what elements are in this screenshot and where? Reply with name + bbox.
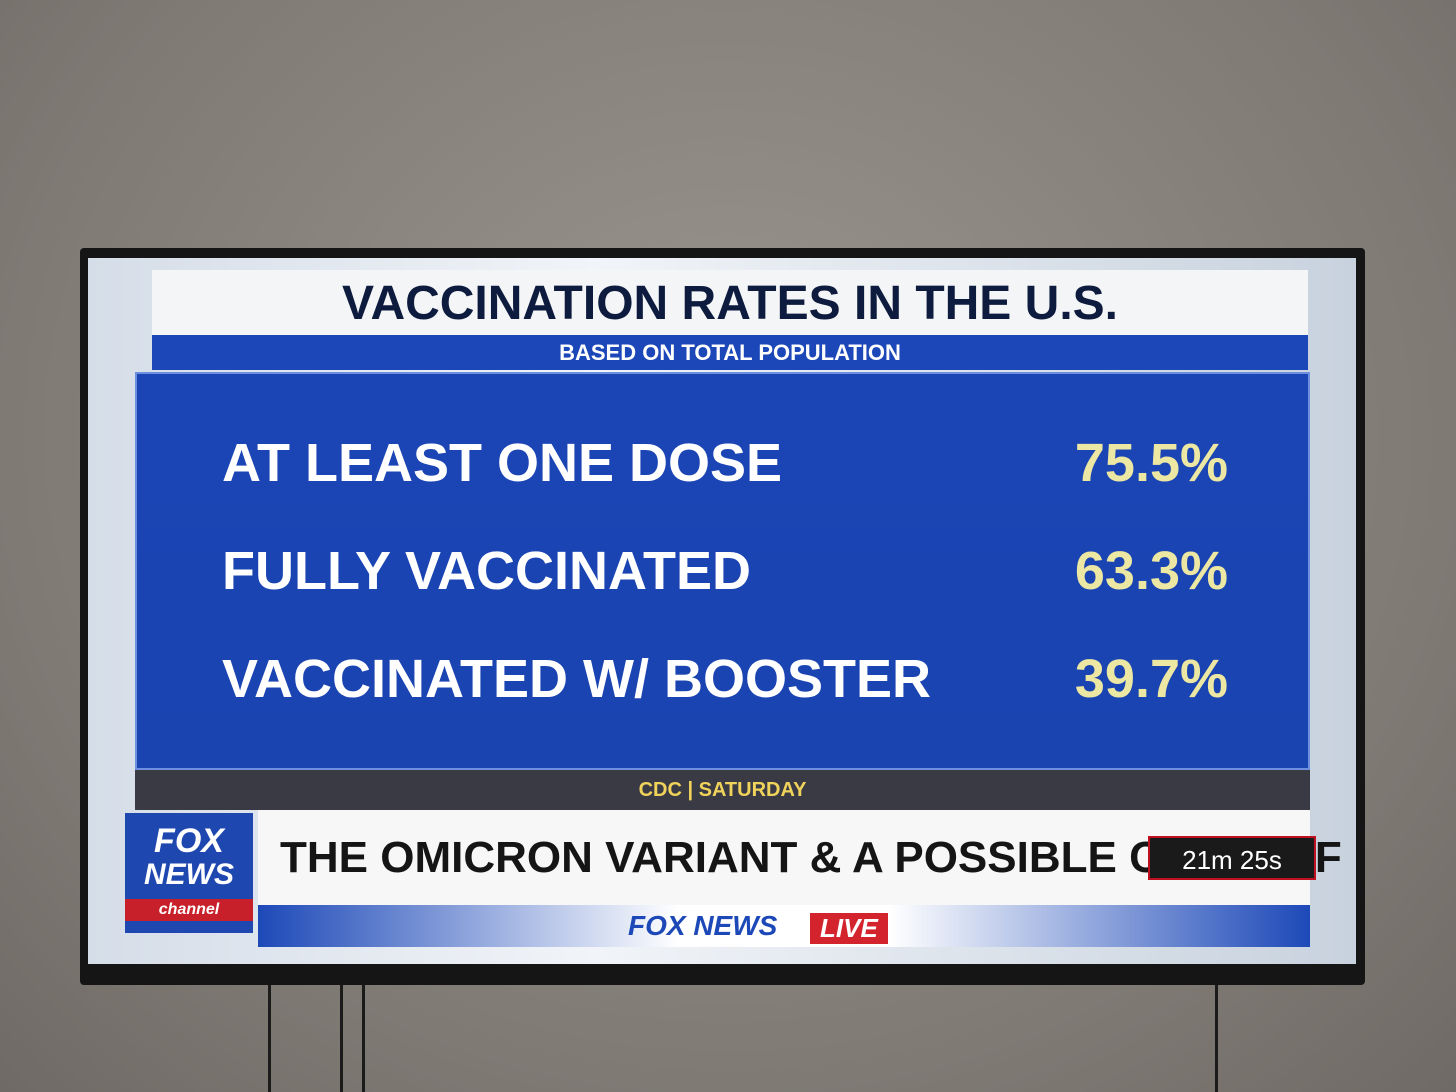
row-label: FULLY VACCINATED [222, 541, 752, 601]
bug-bar [258, 905, 1310, 947]
logo-text: FOX [154, 822, 224, 860]
timer: 21m 25s [1148, 836, 1316, 880]
logo-text: NEWS [144, 858, 234, 891]
bug-brand: FOX NEWS [628, 910, 778, 941]
tv-screen: VACCINATION RATES IN THE U.S. BASED ON T… [88, 258, 1356, 964]
row-value: 63.3% [1074, 541, 1228, 601]
subtitle: BASED ON TOTAL POPULATION [152, 335, 1308, 370]
logo: FOX NEWS channel [125, 813, 253, 933]
row-value: 39.7% [1074, 649, 1228, 709]
row-label: AT LEAST ONE DOSE [222, 433, 783, 493]
logo-text: channel [125, 899, 253, 921]
rates-panel: AT LEAST ONE DOSE 75.5% FULLY VACCINATED… [135, 372, 1310, 770]
row-value: 75.5% [1074, 433, 1228, 493]
row-label: VACCINATED W/ BOOSTER [222, 649, 931, 709]
live-badge: LIVE [810, 913, 888, 944]
cable [1215, 975, 1218, 1092]
cable [340, 975, 343, 1092]
cable [268, 975, 271, 1092]
cable [362, 975, 365, 1092]
title: VACCINATION RATES IN THE U.S. [152, 270, 1308, 335]
source: CDC | SATURDAY [135, 770, 1310, 810]
